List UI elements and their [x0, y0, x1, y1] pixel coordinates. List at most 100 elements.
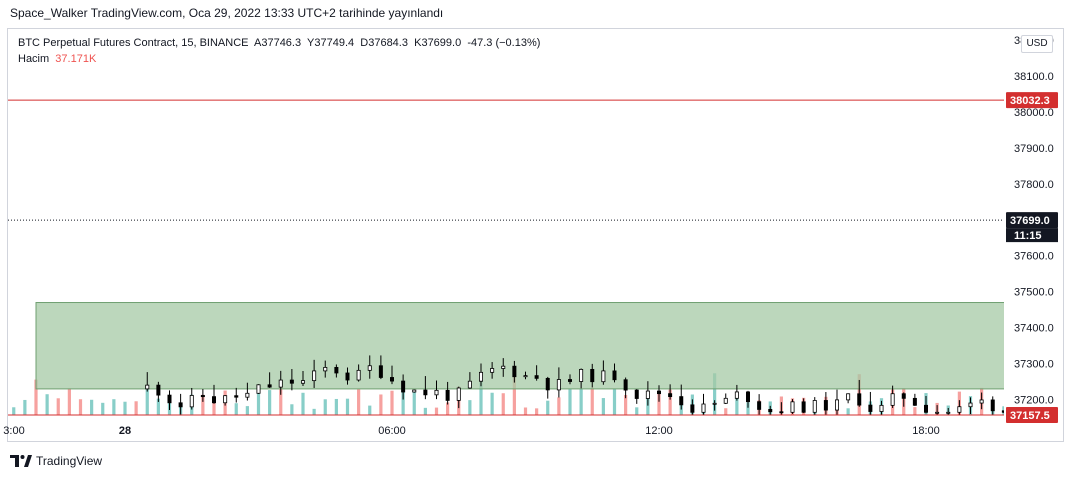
demand-zone [35, 302, 1004, 390]
candle-body [645, 390, 650, 399]
volume-bar [635, 407, 639, 415]
candle-body [779, 411, 784, 414]
history-candles [145, 355, 1004, 415]
tradingview-brand[interactable]: TradingView [10, 454, 102, 468]
volume-bar [746, 402, 750, 415]
volume-bar [468, 400, 472, 415]
resistance-price-badge: 38032.3 [1010, 95, 1050, 107]
candle-body [189, 395, 194, 408]
candle-body [768, 409, 773, 413]
candle-body [423, 389, 428, 396]
legend-open: A37746.3 [254, 37, 302, 49]
candle-body [912, 397, 917, 406]
candle-body [445, 389, 450, 401]
volume-bar [345, 398, 350, 415]
volume-bar [434, 407, 439, 415]
y-tick-label: 38100.0 [1014, 71, 1054, 83]
y-tick-label: 37500.0 [1014, 287, 1054, 299]
volume-bar [501, 393, 505, 415]
volume-bar [624, 395, 628, 415]
candle-body [590, 368, 595, 383]
volume-bar [268, 390, 272, 415]
candle-body [746, 391, 751, 403]
candle-body [957, 406, 962, 413]
candle-body [389, 377, 394, 382]
candle-body [478, 371, 483, 382]
volume-bar [568, 389, 572, 415]
volume-bar [12, 407, 16, 415]
candle-body [200, 395, 205, 398]
candle-body [456, 387, 461, 401]
candle-body [634, 389, 639, 399]
volume-bar [256, 390, 261, 415]
y-tick-label: 38000.0 [1014, 107, 1054, 119]
candle-body [890, 393, 895, 406]
candle-body [812, 400, 817, 413]
candle-body [512, 365, 517, 378]
currency-button[interactable]: USD [1021, 35, 1053, 53]
candle-body [857, 393, 862, 406]
current-price-badge: 37699.0 [1010, 215, 1050, 227]
candle-body [178, 402, 183, 408]
y-tick-label: 37300.0 [1014, 359, 1054, 371]
volume-bar [1058, 390, 1061, 415]
bottom-price-badge-bg [1006, 407, 1058, 423]
candle-body [267, 384, 272, 388]
volume-bar [412, 390, 416, 415]
candle-body [901, 393, 906, 399]
candle-body [334, 366, 339, 374]
volume-bar [201, 394, 205, 415]
candle-body [712, 402, 717, 405]
candle-body [523, 375, 528, 378]
volume-bar [279, 387, 283, 415]
candle-body [924, 404, 929, 413]
volume-bar [301, 392, 305, 415]
bottom-price-badge: 37157.5 [1010, 410, 1050, 422]
volume-bar [657, 391, 661, 415]
legend-symbol[interactable]: BTC Perpetual Futures Contract, 15, BINA… [18, 37, 249, 49]
volume-bar [379, 394, 383, 415]
volume-bar [145, 388, 149, 415]
x-tick-label: 12:00 [645, 425, 673, 437]
candle-body [846, 393, 851, 401]
candle-body [278, 379, 283, 388]
chart-legend: BTC Perpetual Futures Contract, 15, BINA… [18, 35, 540, 67]
volume-bar [1069, 389, 1072, 415]
volume-bar [357, 389, 361, 415]
legend-ohlc-row: BTC Perpetual Futures Contract, 15, BINA… [18, 35, 540, 51]
candle-body [835, 399, 840, 411]
volume-bar [334, 398, 338, 415]
candle-body [300, 380, 305, 384]
volume-bar [668, 389, 672, 415]
volume-bar [123, 401, 127, 415]
volume-bar [78, 399, 83, 415]
candle-body [556, 379, 561, 391]
candle-body [612, 370, 617, 381]
candle-body [723, 397, 728, 404]
volume-bar [913, 407, 917, 415]
brand-name: TradingView [36, 454, 103, 468]
candle-body [990, 399, 995, 412]
volume-bar [590, 387, 594, 415]
candle-body [734, 391, 739, 399]
candle-body [223, 395, 228, 404]
y-tick-label: 37200.0 [1014, 395, 1054, 407]
chart-frame [7, 28, 1064, 442]
volume-bar [724, 408, 728, 415]
candle-body [356, 369, 361, 381]
candle-body [545, 377, 550, 391]
volume-bar [423, 407, 427, 415]
candle-body [701, 403, 706, 413]
volume-bar [523, 407, 528, 415]
candle-body [579, 368, 584, 382]
candle-body [256, 384, 261, 394]
legend-volume-label[interactable]: Hacim [18, 53, 50, 65]
volume-bar [479, 377, 483, 415]
volume-bar [312, 408, 316, 415]
x-tick-label: 06:00 [378, 425, 406, 437]
volume-bar [23, 399, 27, 415]
tradingview-logo-icon [10, 455, 32, 467]
legend-volume-row: Hacim 37.171K [18, 51, 540, 67]
candle-body [378, 365, 383, 378]
